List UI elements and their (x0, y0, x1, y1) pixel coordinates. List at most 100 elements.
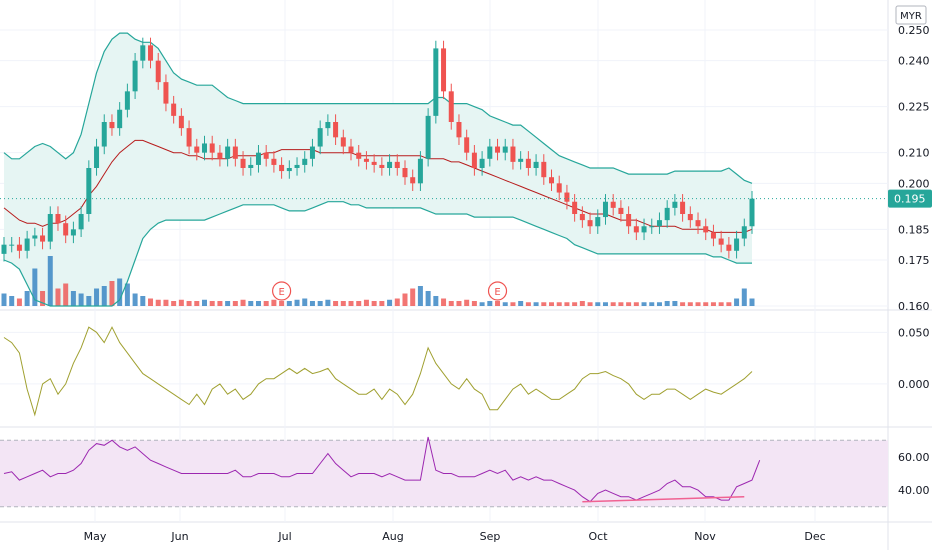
volume-bar (464, 299, 470, 306)
volume-bar (541, 302, 547, 306)
volume-bar (641, 302, 647, 306)
oscillator-line (3, 326, 753, 417)
candle-body (471, 152, 477, 168)
volume-bar (32, 268, 38, 306)
volume-bar (371, 301, 377, 306)
candle-body (86, 168, 92, 214)
price-tick-label: 0.210 (898, 147, 930, 160)
volume-bar (140, 296, 146, 306)
time-tick-label: May (84, 530, 107, 543)
oscillator-layer (3, 326, 753, 417)
candle-body (294, 164, 300, 168)
candle-body (155, 60, 161, 83)
last-price-badge (888, 189, 932, 208)
candle-body (225, 146, 231, 159)
price-tick-label: 0.175 (898, 254, 930, 267)
candle-body (579, 214, 585, 221)
volume-bar (710, 302, 716, 306)
volume-bar (680, 302, 686, 306)
candle-body (633, 226, 639, 233)
volume-bar (209, 301, 215, 306)
candle-body (47, 214, 53, 242)
candle-body (78, 214, 84, 230)
volume-bar (132, 293, 138, 306)
candle-body (132, 60, 138, 92)
currency-label: MYR (900, 11, 922, 22)
candle-body (317, 128, 323, 147)
volume-bar (510, 302, 516, 306)
candle-body (726, 244, 732, 251)
earnings-marker (272, 281, 292, 301)
bollinger-fill-layer (4, 33, 752, 307)
candle-body (672, 201, 678, 208)
volume-bar (317, 301, 323, 306)
candle-body (263, 152, 269, 159)
candle-body (510, 146, 516, 162)
volume-bar (410, 288, 416, 306)
volume-bar (148, 298, 154, 306)
candle-body (356, 152, 362, 159)
candle-body (656, 220, 662, 227)
earnings-marker-label: E (278, 287, 284, 298)
volume-bar (610, 302, 616, 306)
oscillator-tick-label: 0.000 (898, 378, 930, 391)
volume-bar (86, 296, 92, 306)
candle-layer (1, 37, 755, 262)
volume-bar (124, 283, 130, 306)
candle-body (456, 122, 462, 138)
candle-body (572, 201, 578, 214)
time-tick-label: Jun (170, 530, 188, 543)
candle-body (441, 48, 447, 92)
candle-body (209, 143, 215, 153)
candle-body (649, 226, 655, 228)
candle-body (309, 146, 315, 159)
volume-bar (40, 291, 46, 306)
volume-bar (155, 299, 161, 306)
volume-bar (78, 293, 84, 306)
volume-bar (24, 291, 30, 306)
volume-bar (255, 301, 261, 306)
candle-body (16, 244, 22, 251)
candle-body (279, 164, 285, 172)
candle-body (448, 91, 454, 122)
candle-body (741, 226, 747, 239)
candle-body (425, 115, 431, 159)
volume-bar (217, 301, 223, 306)
candle-body (595, 217, 601, 227)
volume-bar (263, 301, 269, 306)
candle-body (641, 226, 647, 233)
volume-bar (695, 302, 701, 306)
volume-bar (16, 298, 22, 306)
candle-body (433, 48, 439, 116)
volume-bar (749, 298, 755, 306)
volume-bar (495, 301, 501, 306)
candle-body (549, 177, 555, 184)
candle-body (348, 146, 354, 153)
candle-body (40, 235, 46, 242)
candle-body (703, 226, 709, 233)
candle-body (171, 103, 177, 116)
volume-bar (626, 302, 632, 306)
candle-body (479, 158, 485, 168)
rsi-line (3, 436, 761, 503)
candle-body (487, 146, 493, 159)
time-tick-label: Aug (382, 530, 403, 543)
rsi-trendline (582, 495, 745, 503)
candle-body (541, 161, 547, 178)
candle-body (525, 158, 531, 168)
candle-body (109, 122, 115, 129)
time-tick-label: Nov (694, 530, 716, 543)
volume-bar (726, 302, 732, 306)
volume-bar (279, 301, 285, 306)
volume-bar (201, 299, 207, 306)
volume-bar (556, 302, 562, 306)
volume-bar (417, 286, 423, 306)
candle-body (117, 109, 123, 129)
volume-bar (734, 298, 740, 306)
volume-bar (533, 302, 539, 306)
price-tick-label: 0.250 (898, 24, 930, 37)
candle-body (502, 146, 508, 153)
candle-body (24, 238, 30, 251)
volume-bar (63, 283, 69, 306)
